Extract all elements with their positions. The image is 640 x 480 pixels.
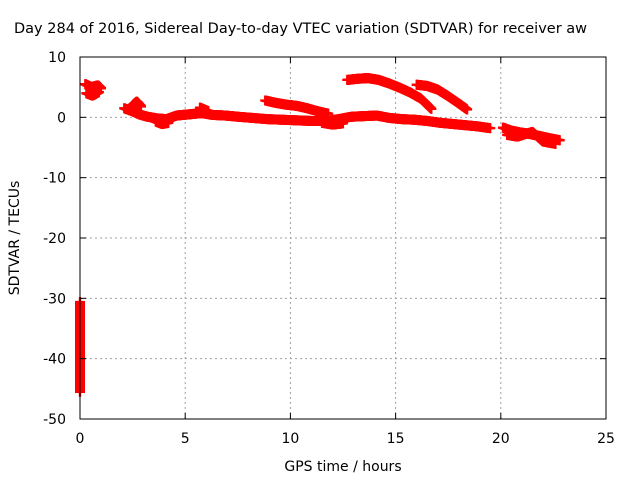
- data-point: [93, 86, 104, 97]
- grid-lines: [80, 57, 606, 419]
- x-axis-label: GPS time / hours: [284, 459, 401, 475]
- data-point: [426, 103, 437, 114]
- data-point: [203, 106, 214, 117]
- x-tick-label: 10: [281, 431, 299, 447]
- y-tick-label: -30: [43, 291, 66, 307]
- data-point: [323, 108, 334, 119]
- y-tick-label: 0: [57, 110, 66, 126]
- y-tick-label: -50: [43, 412, 66, 428]
- data-point: [163, 117, 174, 128]
- y-tick-label: -20: [43, 231, 66, 247]
- x-tick-label: 20: [492, 431, 510, 447]
- y-tick-label: -40: [43, 352, 66, 368]
- x-tick-label: 5: [181, 431, 190, 447]
- x-tick-label: 0: [76, 431, 85, 447]
- data-points: [75, 73, 565, 397]
- data-point: [485, 123, 496, 134]
- y-axis-label: SDTVAR / TECUs: [7, 181, 23, 296]
- x-tick-label: 25: [597, 431, 615, 447]
- data-point: [462, 104, 473, 115]
- axis-ticks: [79, 56, 607, 420]
- y-tick-labels: -50 -40 -30 -20 -10 0 10: [43, 50, 66, 428]
- data-point: [136, 101, 147, 112]
- y-tick-label: 10: [48, 50, 66, 66]
- plot-frame: [79, 56, 607, 420]
- chart-title: Day 284 of 2016, Sidereal Day-to-day VTE…: [14, 21, 587, 37]
- data-point: [338, 118, 348, 129]
- data-point: [550, 138, 561, 149]
- x-tick-labels: 0 5 10 15 20 25: [76, 431, 615, 447]
- x-tick-label: 15: [387, 431, 405, 447]
- y-tick-label: -10: [43, 171, 66, 187]
